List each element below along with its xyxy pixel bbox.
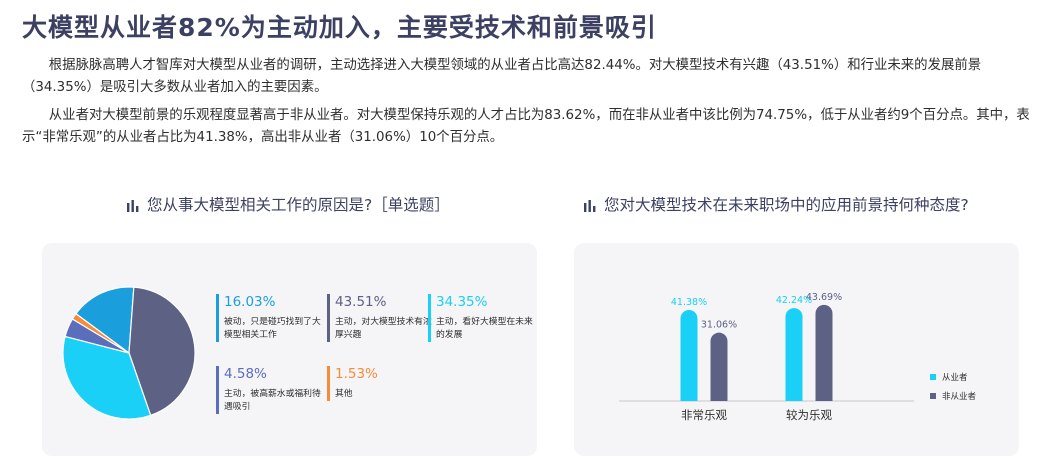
legend-label: 被动，只是碰巧找到了大模型相关工作 xyxy=(224,317,321,340)
pie-chart-panel: 16.03% 被动，只是碰巧找到了大模型相关工作 43.51% 主动，对大模型技… xyxy=(42,243,537,456)
legend-color-bar xyxy=(216,366,219,414)
bar-optimistic-practitioner xyxy=(785,308,803,401)
left-chart-title-text: 您从事大模型相关工作的原因是?［单选题］ xyxy=(147,196,450,214)
bar-value-label: 42.24% xyxy=(776,295,812,306)
pie-chart xyxy=(62,286,196,420)
legend-swatch xyxy=(930,393,936,399)
legend-item-salary: 4.58% 主动，被高薪水或福利待遇吸引 xyxy=(216,366,324,414)
pie-slice-other xyxy=(71,312,130,354)
pie-slice-future xyxy=(62,335,152,420)
bar-value-label: 41.38% xyxy=(671,297,707,308)
intro-paragraph-1: 根据脉脉高聘人才智库对大模型从业者的调研，主动选择进入大模型领域的从业者占比高达… xyxy=(22,58,982,95)
category-label: 非常乐观 xyxy=(681,408,727,422)
bar-chart-panel: 41.38% 31.06% 非常乐观 42.24% 43.69% 较为乐观 从业者非从业者 xyxy=(574,243,1019,456)
bar-very-optimistic-non-practitioner xyxy=(710,332,728,401)
legend-item-other: 1.53% 其他 xyxy=(327,366,435,401)
bar-very-optimistic-practitioner xyxy=(680,309,698,401)
bar-optimistic-non-practitioner xyxy=(815,304,833,401)
pie-slice-passive xyxy=(75,286,135,355)
legend-item-interest: 43.51% 主动，对大模型技术有浓厚兴趣 xyxy=(327,294,435,342)
pie-slice-interest xyxy=(128,286,196,417)
legend-color-bar xyxy=(327,366,330,401)
legend-label: 非从业者 xyxy=(942,391,977,402)
page-title: 大模型从业者82%为主动加入，主要受技术和前景吸引 xyxy=(22,13,657,42)
bar-chart-icon xyxy=(584,199,596,212)
right-chart-title: 您对大模型技术在未来职场中的应用前景持何种态度? xyxy=(584,193,969,215)
legend-label: 主动，对大模型技术有浓厚兴趣 xyxy=(335,317,432,340)
legend-value: 1.53% xyxy=(335,366,378,382)
legend-value: 4.58% xyxy=(224,366,267,382)
legend-color-bar xyxy=(327,294,330,342)
right-chart-title-text: 您对大模型技术在未来职场中的应用前景持何种态度? xyxy=(604,196,969,214)
legend-label: 主动，被高薪水或福利待遇吸引 xyxy=(224,389,321,412)
legend-label: 其他 xyxy=(335,389,353,399)
legend-color-bar xyxy=(216,294,219,342)
bar-value-label: 31.06% xyxy=(701,320,737,331)
left-chart-title: 您从事大模型相关工作的原因是?［单选题］ xyxy=(127,193,450,215)
legend-item-passive: 16.03% 被动，只是碰巧找到了大模型相关工作 xyxy=(216,294,324,342)
intro-paragraph-2: 从业者对大模型前景的乐观程度显著高于非从业者。对大模型保持乐观的人才占比为83.… xyxy=(22,108,1030,145)
legend-color-bar xyxy=(428,294,431,342)
category-label: 较为乐观 xyxy=(786,408,832,422)
legend-value: 16.03% xyxy=(224,294,276,310)
legend-label: 主动，看好大模型在未来的发展 xyxy=(436,317,533,340)
legend-item-future: 34.35% 主动，看好大模型在未来的发展 xyxy=(428,294,536,342)
legend-value: 43.51% xyxy=(335,294,387,310)
bar-chart-icon xyxy=(127,199,139,212)
legend-value: 34.35% xyxy=(436,294,488,310)
legend-label: 从业者 xyxy=(942,372,968,383)
bar-value-label: 43.69% xyxy=(806,292,842,303)
legend-swatch xyxy=(930,374,936,380)
